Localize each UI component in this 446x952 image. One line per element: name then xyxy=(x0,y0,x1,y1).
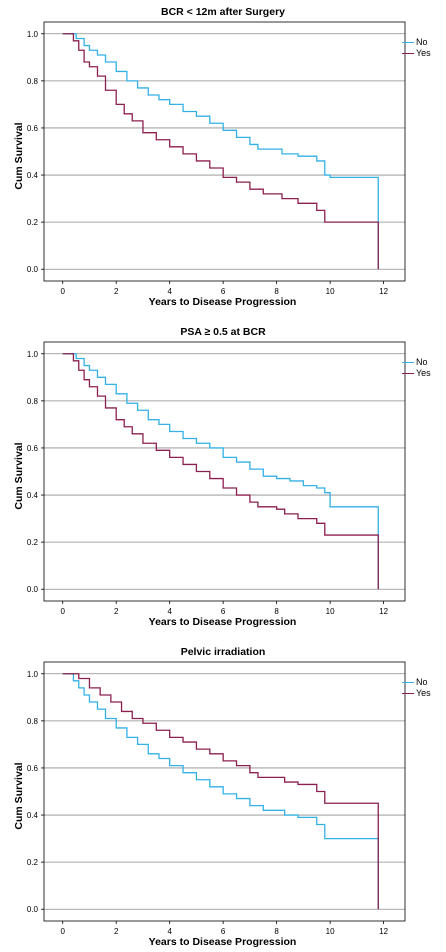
y-tick-label: 0.8 xyxy=(27,397,39,406)
y-axis-label: Cum Survival xyxy=(13,122,25,190)
x-tick-label: 2 xyxy=(114,927,119,936)
y-tick-label: 0.4 xyxy=(27,491,39,500)
x-tick-label: 8 xyxy=(274,607,279,616)
x-tick-label: 10 xyxy=(326,927,335,936)
legend: No Yes xyxy=(402,677,431,699)
x-axis-label: Years to Disease Progression xyxy=(148,616,297,628)
y-tick-label: 0.6 xyxy=(27,124,39,133)
series-line-no xyxy=(62,673,379,910)
legend-swatch xyxy=(402,693,414,694)
x-tick-label: 10 xyxy=(326,607,335,616)
chart-panel-3: Pelvic irradiation 0.0 0.2 0.4 0.6 0.8 1.0 0 2 4… xyxy=(0,640,446,950)
series-line-yes xyxy=(62,353,379,590)
x-tick-label: 6 xyxy=(221,607,226,616)
legend-item-no: No xyxy=(402,357,431,368)
legend-item-no: No xyxy=(402,677,431,688)
series-line-yes xyxy=(62,33,379,270)
plot-frame xyxy=(43,661,406,922)
legend-label: No xyxy=(416,677,428,687)
x-tick-label: 2 xyxy=(114,287,119,296)
x-tick-label: 2 xyxy=(114,607,119,616)
y-tick-label: 0.6 xyxy=(27,444,39,453)
y-tick-label: 1.0 xyxy=(27,30,39,39)
x-tick-label: 8 xyxy=(274,287,279,296)
plot-frame xyxy=(43,341,406,602)
legend-item-no: No xyxy=(402,37,431,48)
plot-area: 0.0 0.2 0.4 0.6 0.8 1.0 0 2 4 6 8 10 12 xyxy=(27,661,406,936)
chart-title: PSA ≥ 0.5 at BCR xyxy=(180,326,266,338)
legend-item-yes: Yes xyxy=(402,368,431,379)
x-tick-label: 0 xyxy=(60,607,65,616)
plot-area: 0.0 0.2 0.4 0.6 0.8 1.0 0 2 4 6 8 10 12 xyxy=(27,341,406,616)
legend-swatch xyxy=(402,53,414,54)
legend-label: No xyxy=(416,37,428,47)
x-tick-label: 0 xyxy=(60,927,65,936)
legend-swatch xyxy=(402,362,414,363)
x-tick-label: 6 xyxy=(221,287,226,296)
series-line-no xyxy=(62,353,379,590)
y-tick-label: 1.0 xyxy=(27,350,39,359)
y-tick-label: 0.0 xyxy=(27,905,39,914)
y-tick-label: 0.8 xyxy=(27,77,39,86)
y-tick-label: 0.2 xyxy=(27,538,39,547)
x-tick-label: 4 xyxy=(167,287,172,296)
legend-item-yes: Yes xyxy=(402,48,431,59)
y-tick-label: 0.4 xyxy=(27,811,39,820)
y-axis-label: Cum Survival xyxy=(13,442,25,510)
x-tick-label: 6 xyxy=(221,927,226,936)
legend-swatch xyxy=(402,682,414,683)
y-axis-label: Cum Survival xyxy=(13,762,25,830)
x-tick-label: 0 xyxy=(60,287,65,296)
x-tick-label: 8 xyxy=(274,927,279,936)
y-tick-label: 0.2 xyxy=(27,858,39,867)
x-tick-label: 4 xyxy=(167,927,172,936)
x-axis-label: Years to Disease Progression xyxy=(148,296,297,308)
chart-title: Pelvic irradiation xyxy=(180,646,266,658)
x-tick-label: 12 xyxy=(379,607,388,616)
chart-panel-1: BCR < 12m after Surgery 0.0 0.2 0.4 0.6 0.8 1… xyxy=(0,0,446,310)
chart-panel-2: PSA ≥ 0.5 at BCR 0.0 0.2 0.4 0.6 0.8 1.0 0 2 4 6 8… xyxy=(0,320,446,630)
y-tick-label: 0.2 xyxy=(27,218,39,227)
x-tick-label: 10 xyxy=(326,287,335,296)
legend-swatch xyxy=(402,373,414,374)
y-tick-label: 0.4 xyxy=(27,171,39,180)
x-tick-label: 4 xyxy=(167,607,172,616)
plot-area: 0.0 0.2 0.4 0.6 0.8 1.0 0 2 4 6 8 10 12 xyxy=(27,21,406,296)
legend-item-yes: Yes xyxy=(402,688,431,699)
legend-label: Yes xyxy=(416,48,431,58)
legend-label: Yes xyxy=(416,368,431,378)
legend-label: No xyxy=(416,357,428,367)
x-tick-label: 12 xyxy=(379,287,388,296)
plot-frame xyxy=(43,21,406,282)
y-tick-label: 1.0 xyxy=(27,670,39,679)
x-axis-label: Years to Disease Progression xyxy=(148,936,297,948)
legend-label: Yes xyxy=(416,688,431,698)
y-tick-label: 0.0 xyxy=(27,265,39,274)
series-line-no xyxy=(62,33,379,270)
legend: No Yes xyxy=(402,357,431,379)
x-tick-label: 12 xyxy=(379,927,388,936)
series-line-yes xyxy=(62,673,379,910)
y-tick-label: 0.8 xyxy=(27,717,39,726)
legend: No Yes xyxy=(402,37,431,59)
y-tick-label: 0.0 xyxy=(27,585,39,594)
legend-swatch xyxy=(402,42,414,43)
y-tick-label: 0.6 xyxy=(27,764,39,773)
chart-title: BCR < 12m after Surgery xyxy=(160,6,285,18)
